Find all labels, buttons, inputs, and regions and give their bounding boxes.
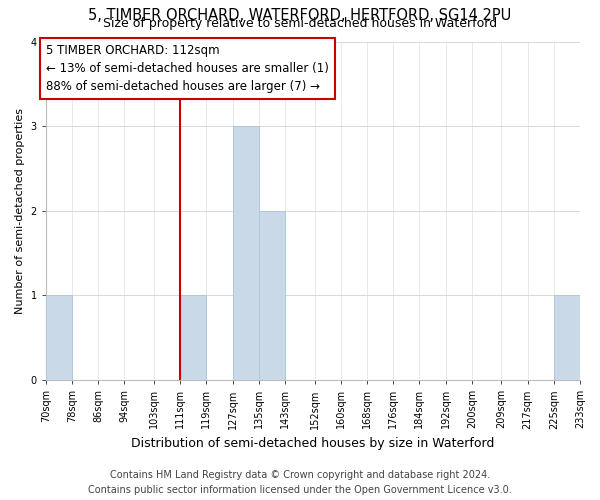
Bar <box>554 296 580 380</box>
Text: Contains HM Land Registry data © Crown copyright and database right 2024.
Contai: Contains HM Land Registry data © Crown c… <box>88 470 512 495</box>
Y-axis label: Number of semi-detached properties: Number of semi-detached properties <box>15 108 25 314</box>
Text: 5, TIMBER ORCHARD, WATERFORD, HERTFORD, SG14 2PU: 5, TIMBER ORCHARD, WATERFORD, HERTFORD, … <box>88 8 512 22</box>
Bar <box>46 296 72 380</box>
Bar <box>180 296 206 380</box>
Bar <box>233 126 259 380</box>
X-axis label: Distribution of semi-detached houses by size in Waterford: Distribution of semi-detached houses by … <box>131 437 494 450</box>
Text: Size of property relative to semi-detached houses in Waterford: Size of property relative to semi-detach… <box>103 18 497 30</box>
Text: 5 TIMBER ORCHARD: 112sqm
← 13% of semi-detached houses are smaller (1)
88% of se: 5 TIMBER ORCHARD: 112sqm ← 13% of semi-d… <box>46 44 329 93</box>
Bar <box>259 211 285 380</box>
